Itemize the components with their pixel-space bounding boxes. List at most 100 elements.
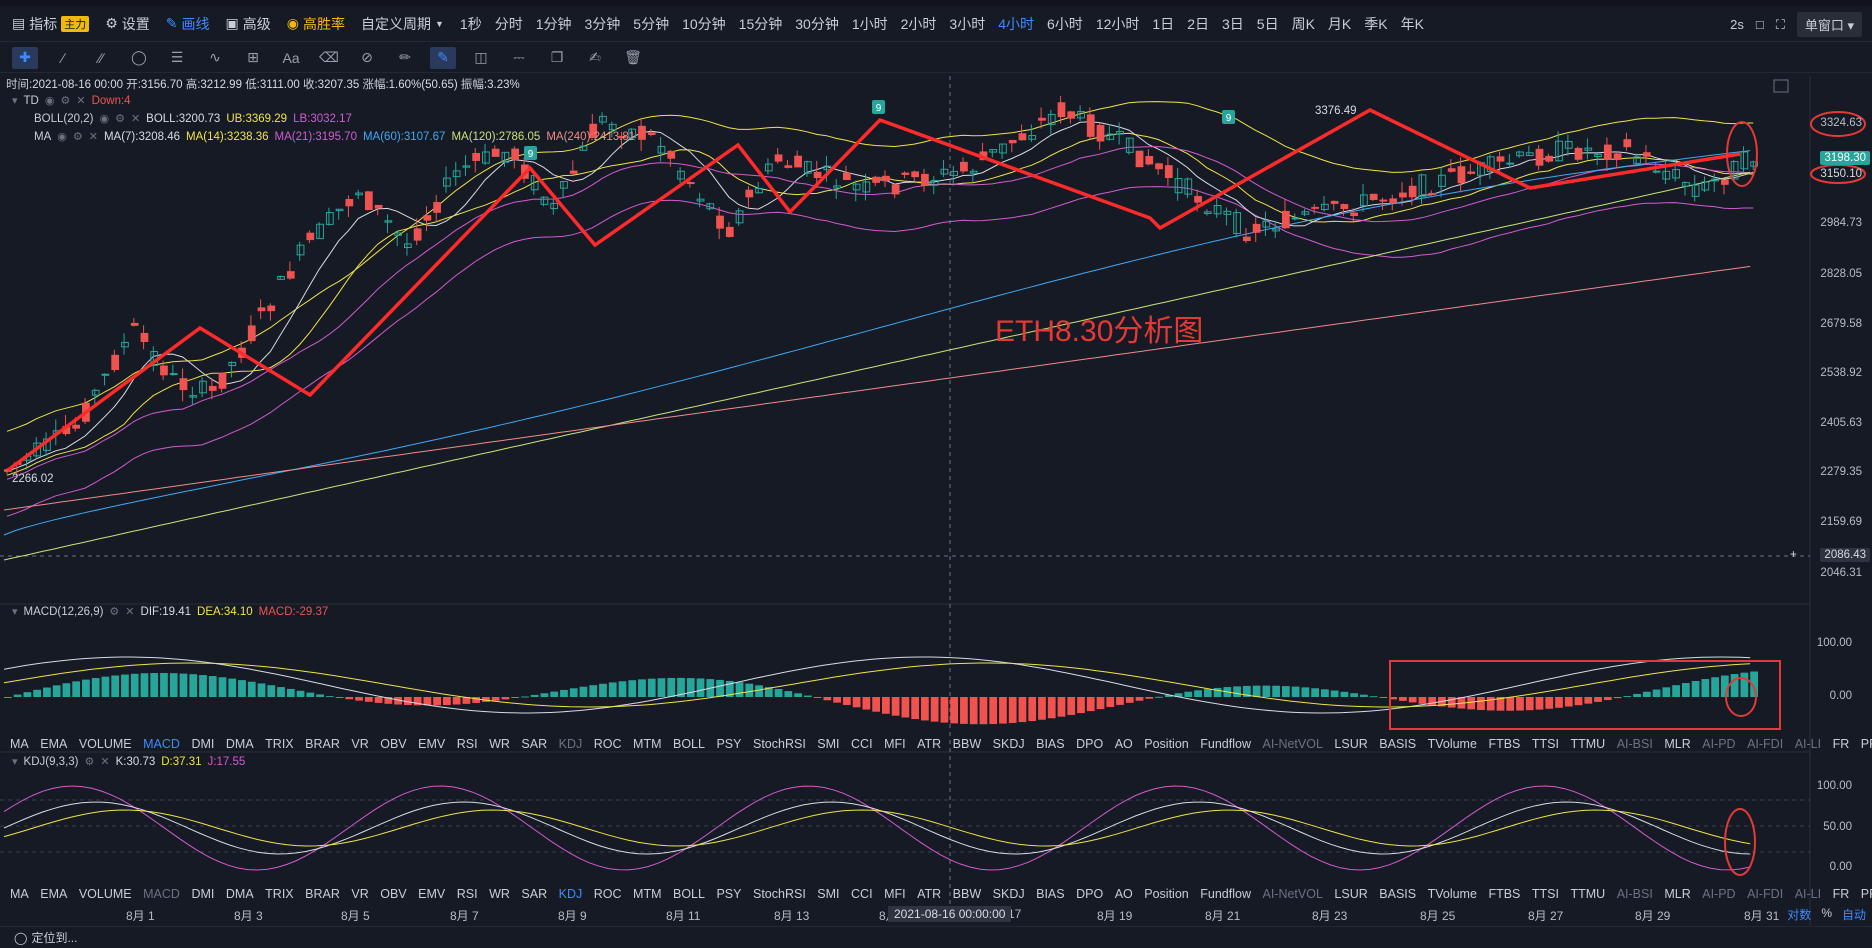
- interval-option[interactable]: 5分钟: [633, 15, 670, 32]
- indicator-tab[interactable]: MFI: [884, 737, 906, 751]
- interval-option[interactable]: 30分钟: [795, 15, 839, 32]
- winrate-button[interactable]: ◉ 高胜率: [286, 15, 345, 32]
- indicator-tab[interactable]: AI-LI: [1794, 737, 1822, 751]
- indicator-tab[interactable]: BOLL: [673, 887, 705, 901]
- indicator-tab[interactable]: RSI: [456, 887, 478, 901]
- indicator-tab[interactable]: Position: [1144, 737, 1189, 751]
- indicator-tab[interactable]: KDJ: [558, 887, 583, 901]
- draw-line-button[interactable]: ✎ 画线: [165, 15, 210, 32]
- interval-option[interactable]: 月K: [1327, 15, 1352, 32]
- indicator-tab[interactable]: BRAR: [305, 887, 340, 901]
- fullscreen-icon[interactable]: ⛶: [1775, 16, 1785, 32]
- indicator-tab[interactable]: BIAS: [1036, 737, 1065, 751]
- settings-icon[interactable]: ⚙: [72, 131, 83, 143]
- indicator-tab[interactable]: MFI: [884, 887, 906, 901]
- indicator-tab[interactable]: BBW: [952, 737, 982, 751]
- percent-scale-toggle[interactable]: %: [1821, 906, 1832, 920]
- indicator-tab[interactable]: SAR: [521, 887, 548, 901]
- indicator-tab[interactable]: OBV: [380, 887, 407, 901]
- collapse-icon[interactable]: ▾: [12, 756, 18, 768]
- indicator-tab[interactable]: WR: [489, 887, 510, 901]
- indicator-tab[interactable]: SMI: [817, 737, 840, 751]
- collapse-icon[interactable]: ▾: [12, 95, 18, 107]
- custom-period-dropdown[interactable]: 自定义周期 ▼: [360, 15, 444, 32]
- add-alert-icon[interactable]: +: [1790, 549, 1797, 561]
- interval-option[interactable]: 3分钟: [584, 15, 621, 32]
- indicator-tab[interactable]: SMI: [817, 887, 840, 901]
- interval-option[interactable]: 1小时: [851, 15, 888, 32]
- indicator-tab[interactable]: Position: [1144, 887, 1189, 901]
- indicator-tab[interactable]: ATR: [917, 737, 942, 751]
- close-icon[interactable]: ✕: [76, 95, 86, 107]
- indicator-tab[interactable]: EMV: [418, 887, 446, 901]
- indicator-tab[interactable]: AI-PD: [1702, 887, 1736, 901]
- close-icon[interactable]: ✕: [100, 756, 110, 768]
- indicator-tab[interactable]: TRIX: [265, 737, 294, 751]
- indicator-tab[interactable]: BBW: [952, 887, 982, 901]
- interval-option[interactable]: 分时: [494, 15, 523, 32]
- indicator-tab[interactable]: AI-BSI: [1616, 737, 1653, 751]
- indicator-tab[interactable]: Fundflow: [1200, 887, 1251, 901]
- wave-tool-icon[interactable]: ∿: [209, 49, 221, 65]
- indicator-tab[interactable]: PFR: [1860, 887, 1872, 901]
- indicator-tab[interactable]: MLR: [1664, 887, 1691, 901]
- settings-icon[interactable]: ⚙: [115, 113, 125, 125]
- magnet-tool-icon[interactable]: ⊘: [361, 49, 373, 65]
- interval-option[interactable]: 5日: [1256, 15, 1279, 32]
- indicator-tab[interactable]: MA: [10, 887, 29, 901]
- indicator-tab[interactable]: FR: [1832, 737, 1850, 751]
- measure-tool-icon[interactable]: ⊞: [247, 49, 259, 65]
- indicator-tab[interactable]: DMI: [191, 737, 215, 751]
- interval-option[interactable]: 2小时: [900, 15, 937, 32]
- indicator-tab[interactable]: SKDJ: [992, 737, 1025, 751]
- indicator-tab[interactable]: DMA: [225, 887, 254, 901]
- interval-option[interactable]: 3日: [1221, 15, 1244, 32]
- indicator-tab[interactable]: DMI: [191, 887, 215, 901]
- refresh-rate[interactable]: 2s: [1730, 17, 1744, 32]
- interval-option[interactable]: 2日: [1187, 15, 1209, 32]
- interval-option[interactable]: 3小时: [949, 15, 986, 32]
- screenshot-icon[interactable]: □: [1755, 17, 1764, 32]
- interval-option[interactable]: 15分钟: [738, 15, 783, 32]
- indicator-tab[interactable]: AI-NetVOL: [1262, 737, 1323, 751]
- interval-option[interactable]: 1日: [1152, 15, 1175, 32]
- indicator-tab[interactable]: PFR: [1860, 737, 1872, 751]
- indicator-tab[interactable]: StochRSI: [752, 887, 806, 901]
- eraser-tool-icon[interactable]: ⌫: [319, 49, 339, 65]
- indicator-tab[interactable]: TTSI: [1531, 737, 1559, 751]
- indicator-tab[interactable]: PSY: [716, 887, 742, 901]
- indicator-tab[interactable]: AI-FDI: [1747, 737, 1784, 751]
- indicator-tab[interactable]: AI-PD: [1702, 737, 1736, 751]
- indicator-tab[interactable]: BASIS: [1379, 887, 1417, 901]
- auto-scale-toggle[interactable]: 自动: [1841, 908, 1866, 922]
- lock-drawing-tool-icon[interactable]: ✎: [430, 46, 456, 69]
- trash-tool-icon[interactable]: 🗑: [624, 49, 642, 65]
- indicator-tab[interactable]: RSI: [456, 737, 478, 751]
- indicator-tab[interactable]: TTMU: [1570, 887, 1606, 901]
- indicator-tab[interactable]: BOLL: [673, 737, 705, 751]
- edit-tool-icon[interactable]: ✍: [589, 49, 601, 65]
- interval-option[interactable]: 6小时: [1047, 15, 1083, 32]
- indicator-tab[interactable]: TTSI: [1531, 887, 1559, 901]
- indicator-tab[interactable]: KDJ: [558, 737, 583, 751]
- indicator-tab[interactable]: ATR: [917, 887, 942, 901]
- advanced-button[interactable]: ▣ 高级: [225, 15, 271, 32]
- interval-option[interactable]: 周K: [1291, 15, 1315, 32]
- indicator-tab[interactable]: AO: [1114, 887, 1133, 901]
- close-icon[interactable]: ✕: [88, 131, 98, 143]
- indicator-button[interactable]: ▤ 指标 主力: [12, 14, 90, 34]
- interval-option[interactable]: 季K: [1364, 15, 1388, 32]
- indicator-tab[interactable]: TVolume: [1427, 737, 1477, 751]
- indicator-tab[interactable]: BASIS: [1379, 737, 1417, 751]
- indicator-tab[interactable]: AI-LI: [1794, 887, 1822, 901]
- indicator-tab[interactable]: MLR: [1664, 737, 1691, 751]
- indicator-tab[interactable]: ROC: [593, 737, 622, 751]
- indicator-tab[interactable]: CCI: [851, 737, 873, 751]
- indicator-tab[interactable]: PSY: [716, 737, 742, 751]
- indicator-tab[interactable]: BRAR: [305, 737, 340, 751]
- interval-option[interactable]: 12小时: [1095, 15, 1140, 32]
- indicator-tab[interactable]: VR: [351, 887, 369, 901]
- interval-option[interactable]: 4小时: [998, 15, 1035, 32]
- indicator-tab[interactable]: VOLUME: [78, 887, 132, 901]
